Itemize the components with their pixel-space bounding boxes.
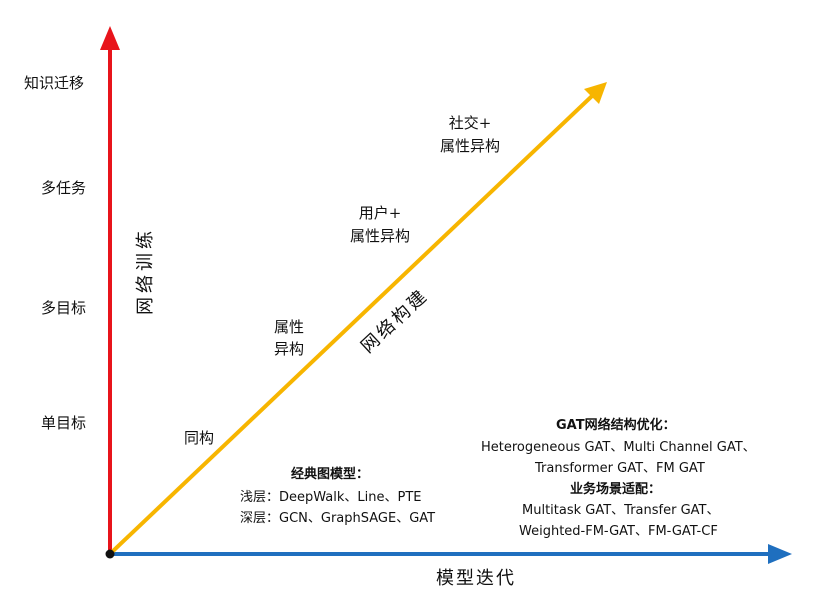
- y-axis-title: 网络训练: [135, 227, 156, 315]
- stage-homogeneous: 同构: [184, 429, 215, 447]
- stage-social-attribute-hetero-text: 社交+ 属性异构: [440, 114, 501, 155]
- gat-structure-line-1: Heterogeneous GAT、Multi Channel GAT、: [481, 440, 756, 455]
- classic-shallow-line: 浅层：DeepWalk、Line、PTE: [240, 490, 422, 505]
- origin-dot: [105, 549, 115, 559]
- gat-structure-line-2: Transformer GAT、FM GAT: [535, 461, 705, 476]
- gat-scenario-line-2: Weighted-FM-GAT、FM-GAT-CF: [519, 524, 718, 539]
- classic-deep-line: 深层：GCN、GraphSAGE、GAT: [240, 511, 436, 526]
- stage-user-attribute-hetero: 用户+ 属性异构: [350, 202, 410, 248]
- diagonal-line: [110, 94, 594, 554]
- y-level-multi-task: 多任务: [41, 179, 87, 197]
- gat-scenario-line-1: Multitask GAT、Transfer GAT、: [522, 503, 720, 518]
- classic-models-block: 经典图模型： 浅层：DeepWalk、Line、PTE 深层：GCN、Graph…: [238, 460, 458, 530]
- diagonal-arrowhead: [584, 82, 607, 104]
- stage-attribute-hetero: 属性 异构: [274, 316, 304, 360]
- gat-block: GAT网络结构优化： Heterogeneous GAT、Multi Chann…: [470, 410, 770, 540]
- y-level-multi-objective: 多目标: [41, 299, 87, 317]
- y-level-knowledge-transfer: 知识迁移: [24, 74, 85, 92]
- stage-attribute-hetero-text: 属性 异构: [274, 318, 305, 358]
- gat-structure-title: GAT网络结构优化：: [556, 418, 676, 433]
- x-axis-title: 模型迭代: [436, 568, 516, 589]
- y-axis-arrowhead: [100, 26, 120, 50]
- gat-scenario-title: 业务场景适配：: [570, 482, 662, 497]
- stage-social-attribute-hetero: 社交+ 属性异构: [440, 112, 500, 158]
- stage-user-attribute-hetero-text: 用户+ 属性异构: [350, 204, 411, 245]
- x-axis-arrowhead: [768, 544, 792, 564]
- classic-models-title: 经典图模型：: [291, 467, 370, 482]
- y-level-single-objective: 单目标: [41, 414, 87, 432]
